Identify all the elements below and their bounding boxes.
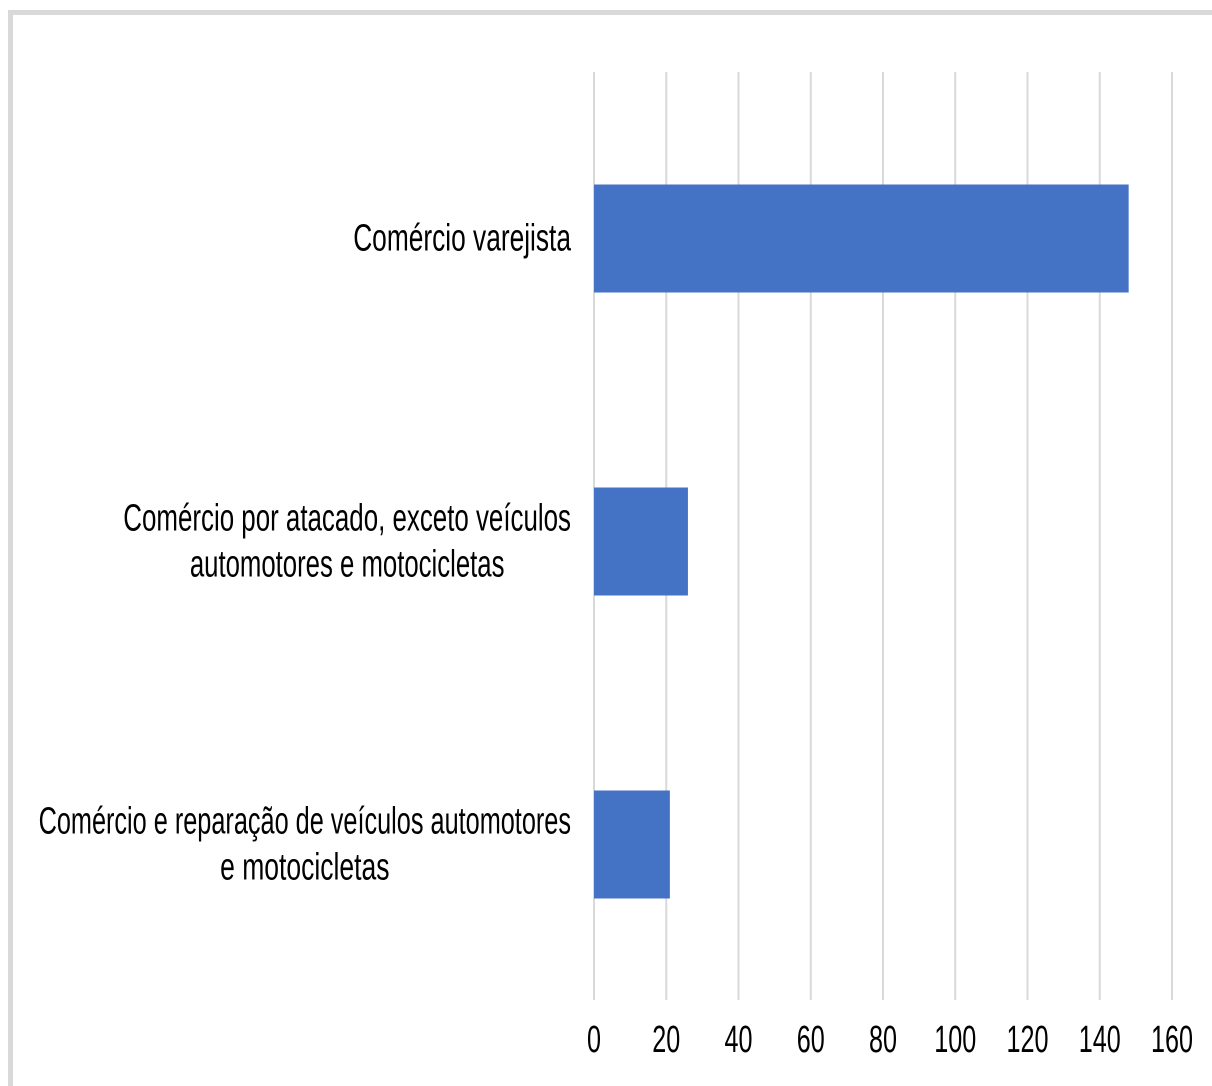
bar-2 [594,487,688,596]
category-label: Comércio e reparação de veículos automot… [39,801,571,843]
category-labels: Comércio varejista Comércio por atacado, … [39,218,572,889]
category-label: Comércio por atacado, exceto veículos [123,498,571,540]
x-tick-label: 140 [1079,1019,1121,1061]
bars [594,184,1129,899]
x-tick-label: 40 [725,1019,753,1061]
x-tick-label: 80 [869,1019,897,1061]
x-tick-label: 60 [797,1019,825,1061]
x-tick-label: 20 [652,1019,680,1061]
category-label: e motocicletas [220,847,389,889]
x-tick-label: 0 [587,1019,601,1061]
category-label: Comércio varejista [353,218,571,260]
bar-3 [594,790,670,899]
x-tick-label: 160 [1151,1019,1193,1061]
x-tick-labels: 0 20 40 60 80 100 120 140 160 [587,1019,1193,1061]
x-tick-label: 100 [934,1019,976,1061]
x-tick-label: 120 [1007,1019,1049,1061]
bar-1 [594,184,1129,293]
category-label: automotores e motocicletas [190,544,505,586]
